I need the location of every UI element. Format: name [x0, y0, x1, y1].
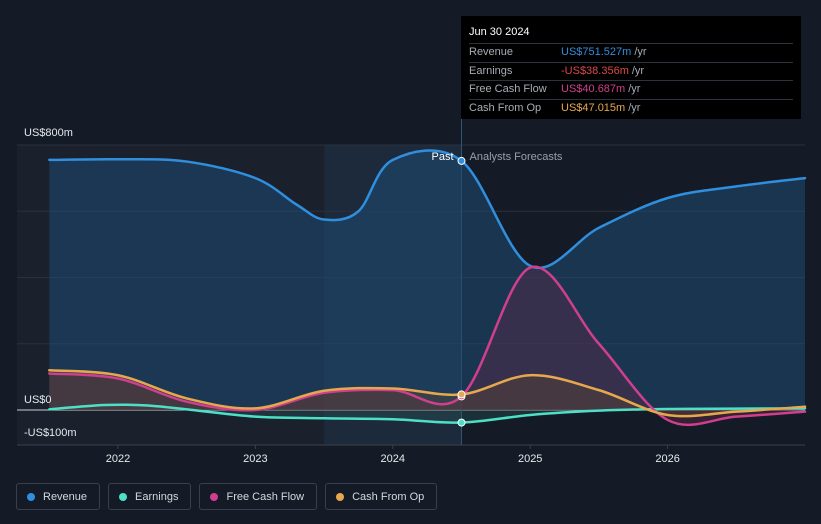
tooltip-unit: /yr [628, 83, 641, 95]
past-label: Past [431, 151, 453, 163]
revenue-area [49, 150, 806, 410]
legend-label: Free Cash Flow [226, 490, 305, 503]
legend-dot-icon [27, 492, 35, 501]
tooltip-date: Jun 30 2024 [469, 26, 530, 38]
cash-from-op-point [457, 390, 466, 399]
x-tick-label-2024: 2024 [381, 453, 405, 465]
forecast-label: Analysts Forecasts [470, 151, 563, 163]
y-axis-label-zero: US$0 [24, 394, 52, 406]
tooltip-label: Free Cash Flow [469, 83, 547, 95]
tooltip-value: US$40.687m [561, 83, 626, 95]
legend: Revenue Earnings Free Cash Flow Cash Fro… [16, 483, 438, 510]
free-cash-flow-area [49, 266, 806, 425]
tooltip-row-earnings: Earnings -US$38.356m /yr [469, 61, 793, 81]
tooltip-label: Revenue [469, 46, 514, 58]
tooltip: Jun 30 2024 Revenue US$751.527m /yr Earn… [461, 16, 801, 119]
legend-dot-icon [119, 492, 128, 501]
free-cash-flow-line [48, 265, 807, 427]
tooltip-row-revenue: Revenue US$751.527m /yr [469, 43, 793, 62]
legend-dot-icon [210, 492, 219, 501]
legend-item-earnings[interactable]: Earnings [108, 483, 192, 510]
tooltip-value: -US$38.356m [561, 64, 629, 77]
legend-item-free-cash-flow[interactable]: Free Cash Flow [199, 483, 318, 510]
legend-item-cash-from-op[interactable]: Cash From Op [325, 483, 438, 510]
legend-dot-icon [336, 492, 345, 501]
earnings-point [457, 418, 466, 427]
earnings-area [49, 404, 806, 423]
tooltip-value: US$751.527m [561, 46, 632, 58]
x-tick-label-2026: 2026 [655, 453, 679, 465]
y-axis-label-top: US$800m [24, 127, 73, 139]
legend-label: Revenue [43, 490, 88, 503]
legend-label: Cash From Op [352, 490, 425, 503]
revenue-line [48, 149, 807, 270]
tooltip-unit: /yr [631, 64, 645, 77]
earnings-line [48, 403, 807, 424]
y-axis-label-bottom: -US$100m [24, 427, 77, 439]
legend-item-revenue[interactable]: Revenue [16, 483, 101, 510]
tooltip-label: Earnings [469, 64, 513, 77]
tooltip-label: Cash From Op [469, 101, 542, 114]
x-tick-label-2023: 2023 [243, 453, 267, 465]
tooltip-unit: /yr [634, 46, 647, 58]
cash-from-op-line [48, 369, 807, 418]
tooltip-row-cash-from-op: Cash From Op US$47.015m /yr [469, 98, 793, 118]
tooltip-row-free-cash-flow: Free Cash Flow US$40.687m /yr [469, 80, 793, 99]
tooltip-unit: /yr [628, 101, 641, 114]
revenue-point [457, 156, 466, 165]
x-tick-label-2022: 2022 [106, 453, 130, 465]
legend-label: Earnings [135, 490, 179, 503]
tooltip-value: US$47.015m [561, 101, 626, 114]
x-tick-label-2025: 2025 [518, 453, 542, 465]
